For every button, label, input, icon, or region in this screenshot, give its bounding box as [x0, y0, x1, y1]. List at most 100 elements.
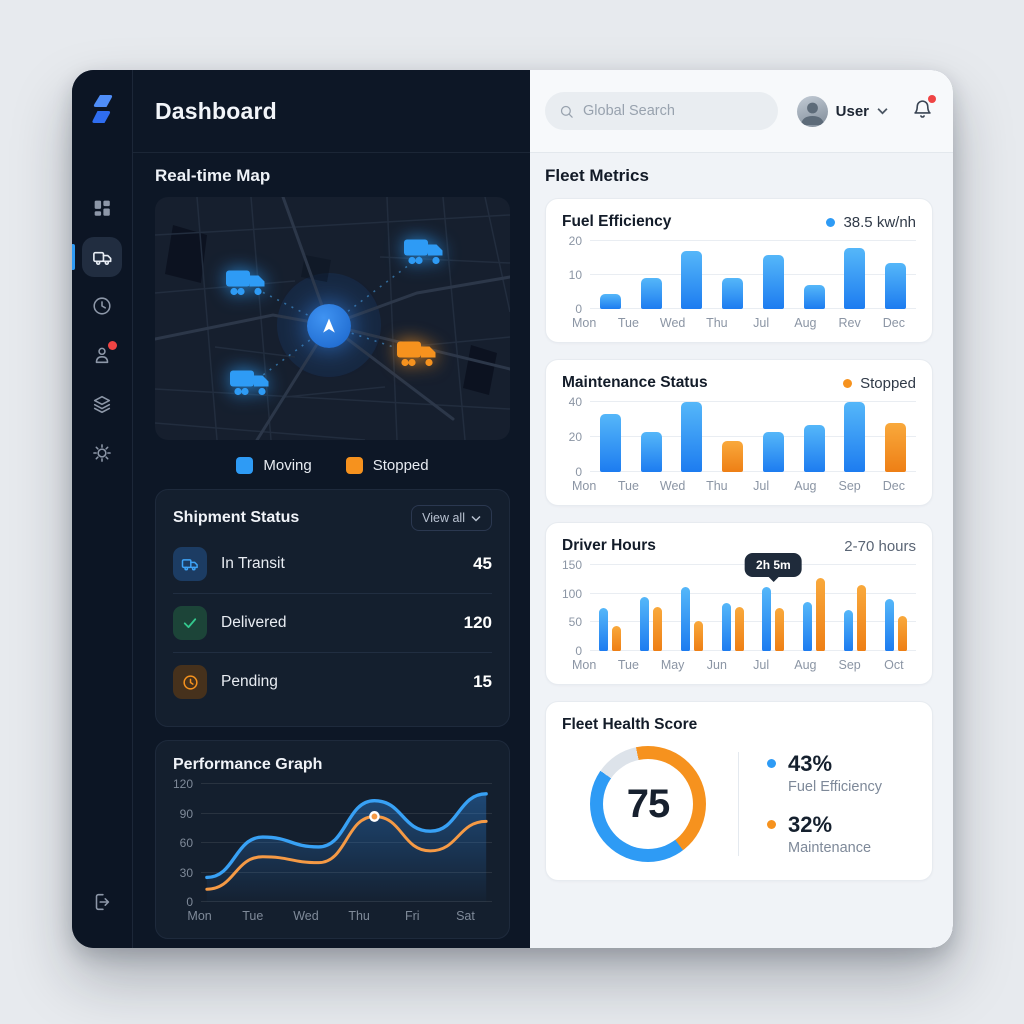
x-tick-label: Oct [884, 658, 904, 672]
truck-marker-moving[interactable] [228, 365, 274, 404]
gridline [590, 592, 916, 594]
gridline [590, 471, 916, 472]
page-title: Dashboard [155, 97, 277, 124]
x-tick-label: Rev [838, 316, 861, 330]
in-transit-value: 45 [473, 554, 492, 573]
bar [599, 414, 621, 472]
truck-icon [229, 370, 269, 396]
fuel-efficiency-chart: 0 10 20 [562, 234, 916, 316]
bar-slot [835, 402, 876, 472]
bar [816, 578, 826, 651]
bar [680, 587, 690, 651]
shipment-row-pending[interactable]: Pending 15 [173, 653, 492, 711]
clock-icon [93, 297, 111, 315]
legend-moving: Moving [236, 457, 312, 474]
gridline [201, 812, 492, 814]
bars-layer [590, 241, 916, 309]
realtime-map[interactable] [155, 197, 510, 440]
moving-swatch [236, 457, 254, 474]
x-tick-label: Thu [348, 909, 370, 923]
bar-slot [794, 241, 835, 309]
truck-marker-moving[interactable] [224, 265, 270, 304]
shipment-status-title: Shipment Status [173, 509, 300, 526]
y-tick-label: 10 [568, 268, 582, 282]
view-all-button[interactable]: View all [411, 505, 492, 531]
pending-label: Pending [221, 673, 278, 690]
gridline [590, 436, 916, 437]
bar [734, 607, 744, 651]
y-tick-label: 90 [179, 806, 193, 821]
bars-layer [590, 565, 916, 651]
settings-gear-icon [93, 444, 111, 462]
bar [762, 586, 772, 651]
driver-hours-card: Driver Hours 2-70 hours 0 50 100 150 2h 5m … [545, 522, 933, 685]
shipment-row-delivered[interactable]: Delivered 120 [173, 594, 492, 653]
y-tick-label: 0 [575, 302, 582, 316]
truck-marker-moving[interactable] [402, 233, 448, 272]
gridline [201, 783, 492, 784]
sidebar-item-fleet[interactable] [72, 237, 122, 277]
sidebar-item-dashboard[interactable] [82, 188, 122, 228]
bar-slot [590, 241, 631, 309]
user-menu[interactable]: User [796, 95, 888, 127]
bar-slot [590, 402, 631, 472]
bar [844, 247, 866, 309]
performance-graph-card: Performance Graph 0 30 60 90 120 Mon Tue Wed Th… [155, 740, 510, 939]
performance-line-chart: 0 30 60 90 120 [173, 777, 492, 909]
sidebar [72, 70, 133, 948]
x-tick-label: Fri [404, 909, 420, 923]
x-tick-label: Thu [706, 479, 728, 493]
avatar-silhouette [800, 102, 824, 125]
x-tick-label: Mon [571, 316, 597, 330]
stat-fuel-efficiency: 43% Fuel Efficiency [767, 751, 882, 795]
driver-hours-chart: 0 50 100 150 2h 5m [562, 552, 916, 658]
check-icon [183, 618, 197, 629]
gridline [590, 621, 916, 623]
global-search[interactable] [545, 92, 778, 130]
bar-group [672, 565, 713, 651]
bar-group [835, 565, 876, 651]
sidebar-item-history[interactable] [82, 286, 122, 326]
maintenance-status-chart: 0 20 40 [562, 395, 916, 479]
x-tick-label: Tue [617, 316, 639, 330]
y-tick-label: 0 [575, 644, 582, 658]
bar-group [590, 565, 631, 651]
bar-slot [875, 241, 916, 309]
x-tick-label: Wed [659, 479, 686, 493]
y-tick-label: 20 [568, 430, 582, 444]
dashboard-window: Dashboard Real-time Map [72, 70, 953, 948]
logout-button[interactable] [82, 882, 122, 922]
shipment-row-in-transit[interactable]: In Transit 45 [173, 535, 492, 594]
stopped-swatch [345, 457, 363, 474]
bar-group [631, 565, 672, 651]
bar [721, 603, 731, 651]
legend-moving-label: Moving [263, 457, 312, 474]
x-tick-label: Mon [187, 909, 212, 923]
app-logo [85, 92, 119, 126]
health-score-donut: 75 [590, 746, 706, 862]
gridline [590, 240, 916, 241]
fuel-stat-dot [767, 758, 776, 768]
avatar[interactable] [796, 95, 828, 127]
x-tick-label: Dec [882, 479, 905, 493]
sidebar-item-drivers[interactable] [82, 335, 122, 375]
truck-marker-stopped[interactable] [395, 335, 441, 374]
y-tick-label: 60 [179, 836, 193, 850]
health-score-value: 75 [626, 781, 670, 826]
fuel-efficiency-title: Fuel Efficiency [562, 213, 672, 230]
sidebar-item-layers[interactable] [82, 384, 122, 424]
notifications-button[interactable] [912, 94, 936, 125]
fleet-metrics-title: Fleet Metrics [545, 166, 649, 185]
bar-slot [672, 241, 713, 309]
top-bar: User [530, 70, 953, 153]
sidebar-item-settings[interactable] [82, 433, 122, 473]
bar [653, 607, 663, 651]
truck-icon [92, 251, 111, 265]
bars-layer [590, 402, 916, 472]
bar [885, 423, 907, 472]
user-name: User [835, 102, 869, 120]
bar-slot [712, 402, 753, 472]
bar-slot [712, 241, 753, 309]
search-input[interactable] [583, 103, 764, 119]
divider [738, 752, 739, 856]
